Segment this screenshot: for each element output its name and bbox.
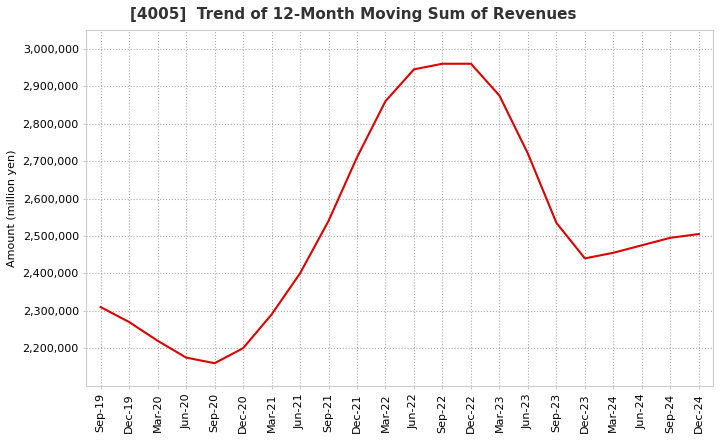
Y-axis label: Amount (million yen): Amount (million yen) (7, 149, 17, 267)
Text: [4005]  Trend of 12-Month Moving Sum of Revenues: [4005] Trend of 12-Month Moving Sum of R… (130, 7, 577, 22)
